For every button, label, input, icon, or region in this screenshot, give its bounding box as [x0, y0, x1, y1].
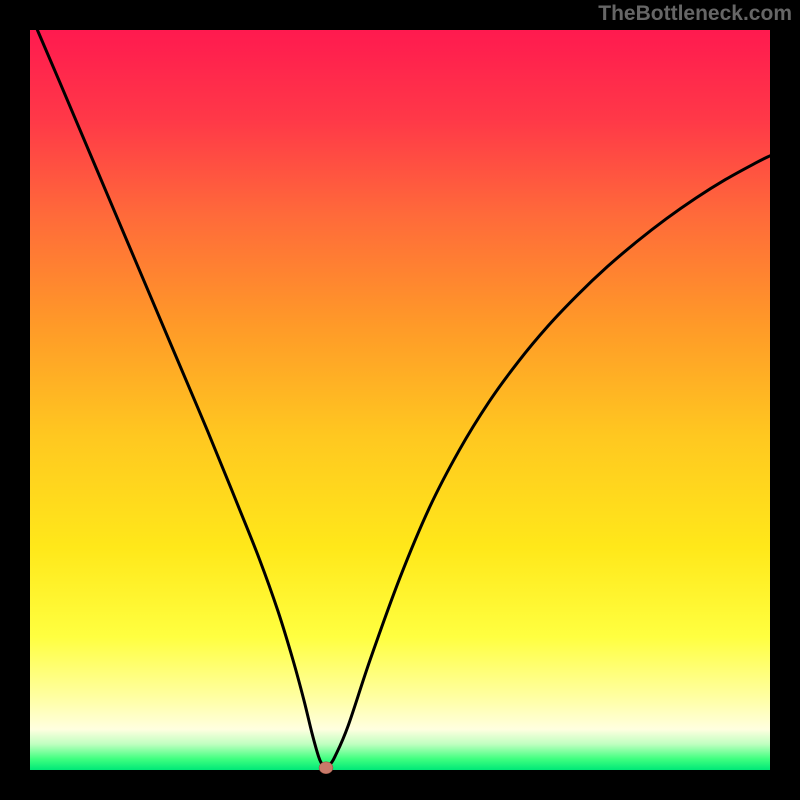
minimum-marker	[319, 762, 333, 774]
watermark-text: TheBottleneck.com	[598, 2, 792, 26]
bottleneck-chart	[0, 0, 800, 800]
gradient-background	[30, 30, 770, 770]
chart-container: TheBottleneck.com	[0, 0, 800, 800]
